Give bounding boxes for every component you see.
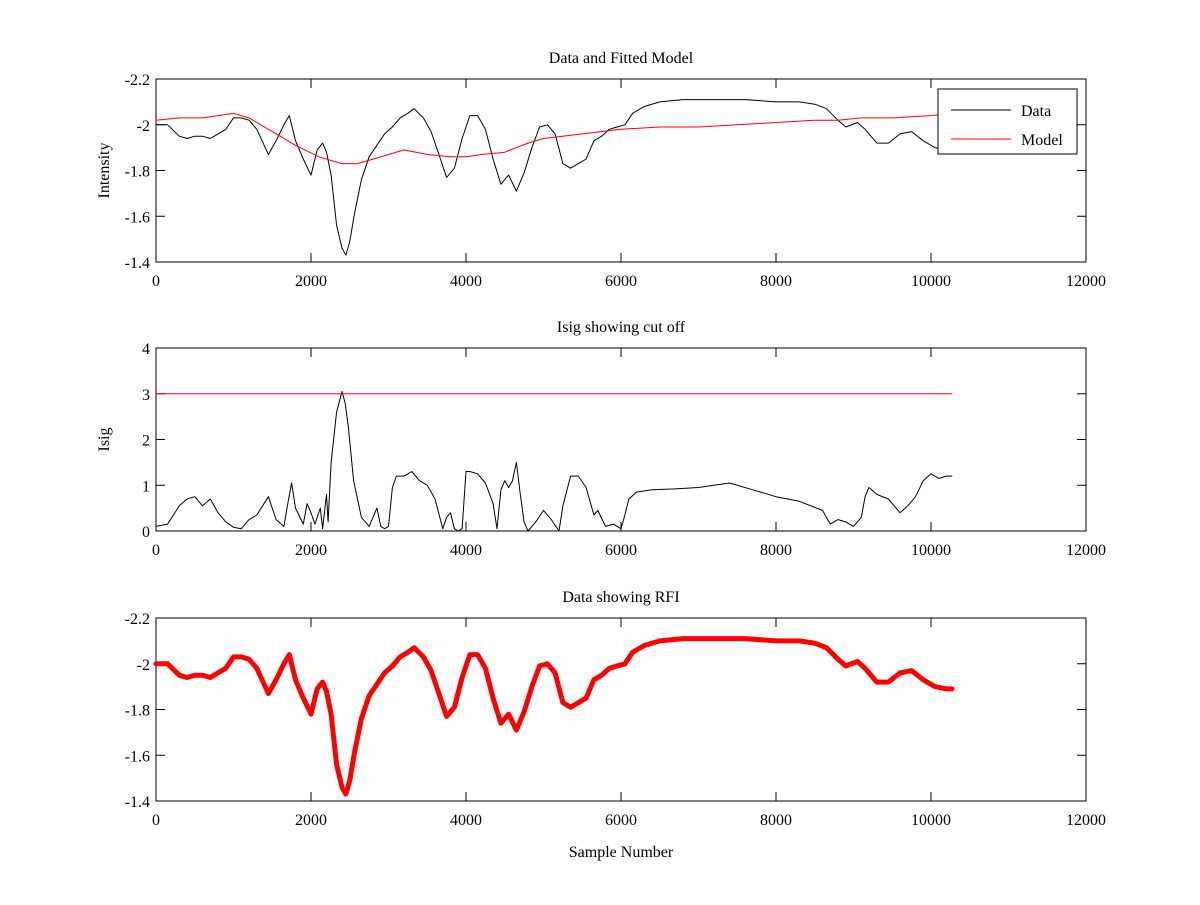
x-tick-label: 10000	[911, 273, 951, 290]
axes-box	[155, 78, 1087, 263]
series-line-data	[155, 99, 953, 256]
y-tick-label: 2	[142, 433, 150, 450]
series-line-1	[155, 391, 953, 532]
x-tick-label: 10000	[911, 812, 951, 829]
x-tick-label: 6000	[605, 812, 637, 829]
y-tick-label: -2	[137, 657, 150, 674]
y-tick-label: -1.4	[125, 794, 150, 811]
y-tick-label: -1.6	[125, 748, 150, 765]
chart-title: Data showing RFI	[562, 589, 679, 606]
legend: Data Model	[937, 88, 1078, 155]
x-tick-label: 8000	[760, 542, 792, 559]
y-tick-label: -2.2	[125, 611, 150, 628]
subplot-1: 0 2000 4000 6000 8000 10000 12000 -2.2 -2 -1.8 -1.…	[96, 50, 1106, 290]
subplot-2: 0 2000 4000 6000 8000 10000 12000 0 1 2 3 4 Isig sho…	[96, 319, 1106, 559]
x-tick-label: 8000	[760, 273, 792, 290]
x-tick-label: 4000	[450, 273, 482, 290]
subplot-3: 0 2000 4000 6000 8000 10000 12000 -2.2 -2 -1.8 -1.…	[125, 589, 1106, 861]
x-tick-label: 2000	[295, 542, 327, 559]
x-tick-label: 0	[152, 812, 160, 829]
x-axis-label: Sample Number	[569, 844, 674, 861]
y-tick-label: -1.6	[125, 209, 150, 226]
axes-box	[155, 347, 1087, 532]
y-tick-label: -1.8	[125, 703, 150, 720]
chart-title: Isig showing cut off	[557, 319, 686, 336]
series-line-1	[153, 636, 955, 797]
x-tick-label: 12000	[1066, 273, 1106, 290]
y-tick-label: -2.2	[125, 72, 150, 89]
series-line-model	[155, 112, 953, 165]
x-tick-label: 4000	[450, 812, 482, 829]
x-tick-label: 2000	[295, 273, 327, 290]
y-tick-label: 1	[142, 478, 150, 495]
x-tick-label: 4000	[450, 542, 482, 559]
y-tick-label: 0	[142, 524, 150, 541]
y-tick-label: -2	[137, 118, 150, 135]
y-tick-label: 4	[142, 341, 150, 358]
legend-label: Model	[1021, 132, 1063, 149]
chart-title: Data and Fitted Model	[549, 50, 694, 67]
y-axis-label: Isig	[96, 428, 113, 452]
x-tick-label: 2000	[295, 812, 327, 829]
x-tick-label: 0	[152, 542, 160, 559]
x-tick-label: 8000	[760, 812, 792, 829]
legend-box	[937, 88, 1078, 155]
y-axis-label: Intensity	[96, 143, 113, 199]
x-tick-label: 12000	[1066, 542, 1106, 559]
x-tick-label: 12000	[1066, 812, 1106, 829]
y-tick-label: -1.4	[125, 255, 150, 272]
x-tick-label: 6000	[605, 273, 637, 290]
legend-label: Data	[1021, 103, 1051, 120]
x-tick-label: 6000	[605, 542, 637, 559]
x-tick-label: 10000	[911, 542, 951, 559]
x-tick-label: 0	[152, 273, 160, 290]
axes-box	[155, 617, 1087, 802]
y-tick-label: 3	[142, 387, 150, 404]
y-tick-label: -1.8	[125, 164, 150, 181]
